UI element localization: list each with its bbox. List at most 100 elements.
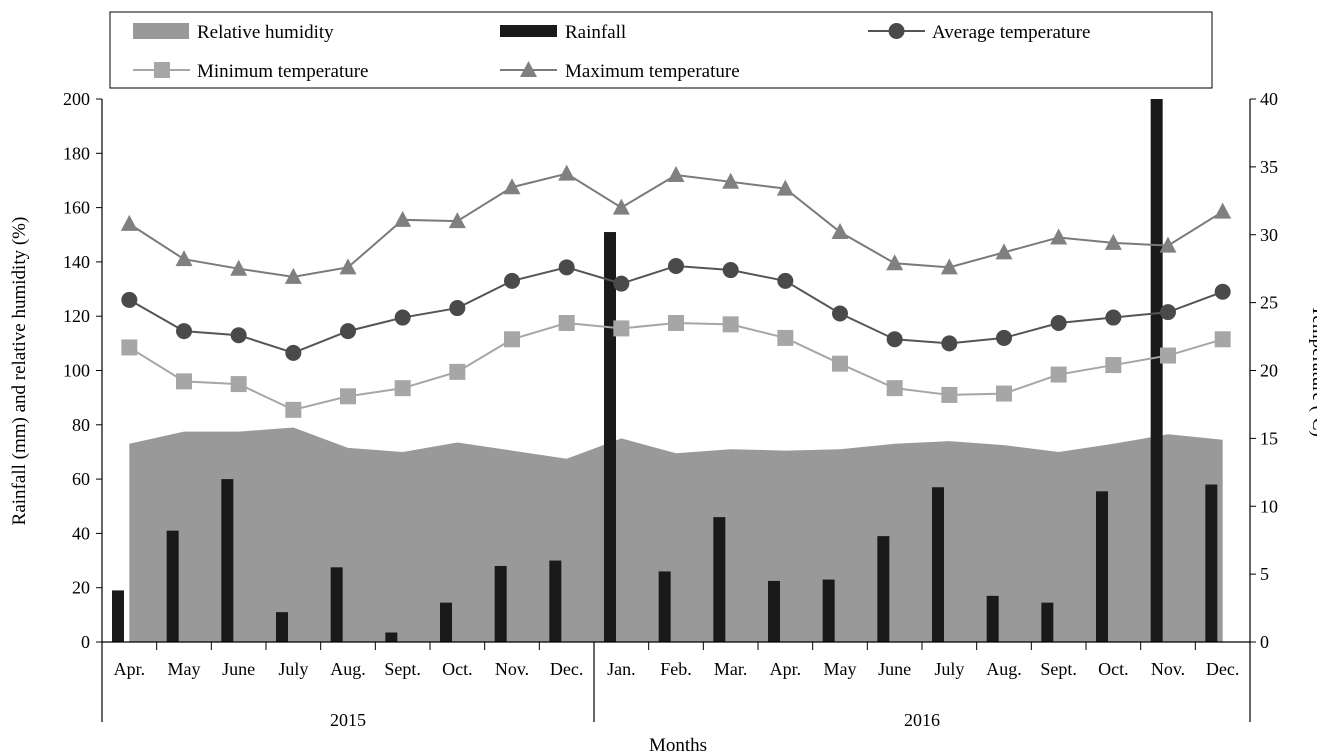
avg-temperature-point (832, 305, 848, 322)
y-left-tick-label: 60 (72, 469, 90, 489)
min-temperature-point (886, 380, 903, 397)
max-temperature-point (667, 166, 685, 183)
y-right-axis-title: Temperature (ºC) (1308, 305, 1317, 437)
rainfall-bar (276, 612, 288, 642)
x-tick-label: Aug. (986, 659, 1022, 679)
x-tick-label: Nov. (1151, 659, 1185, 679)
min-temperature-point (941, 386, 958, 403)
x-tick-label: Apr. (114, 659, 146, 679)
x-tick-label: Dec. (1206, 659, 1239, 679)
y-left-tick-label: 40 (72, 523, 90, 543)
max-temperature-point (940, 258, 958, 275)
humidity-area (129, 427, 1223, 642)
legend-min-label: Minimum temperature (197, 61, 368, 82)
y-right-tick-label: 10 (1260, 496, 1278, 516)
rainfall-bar (658, 571, 671, 642)
max-temperature-point (831, 223, 849, 240)
max-temperature-point (448, 212, 466, 229)
avg-temperature-point (394, 309, 411, 326)
y-right-tick-label: 5 (1260, 564, 1269, 584)
x-tick-label: Jan. (607, 659, 636, 679)
rainfall-bar (986, 595, 999, 642)
y-left-tick-label: 100 (63, 361, 90, 381)
max-temperature-point (558, 164, 576, 181)
rainfall-bar (604, 232, 616, 642)
rainfall-bar (385, 632, 398, 642)
x-tick-label: Dec. (550, 659, 583, 679)
x-tick-label: May (168, 659, 201, 679)
rainfall-bar (1096, 491, 1108, 642)
max-temperature-point (1050, 228, 1068, 245)
max-temperature-point (503, 178, 521, 195)
x-tick-label: Sept. (1040, 659, 1077, 679)
rainfall-bar (549, 560, 562, 642)
y-left-tick-label: 200 (63, 89, 90, 109)
max-temperature-point (394, 210, 412, 227)
rainfall-bar (494, 565, 507, 642)
x-axis-title: Months (649, 735, 707, 755)
avg-temperature-point (285, 344, 302, 361)
y-right-tick-label: 30 (1260, 225, 1278, 245)
rainfall-bar (713, 517, 726, 642)
y-right-tick-label: 40 (1260, 89, 1278, 109)
x-tick-label: Oct. (442, 659, 473, 679)
min-temperature-point (340, 388, 356, 405)
avg-temperature-point (1214, 283, 1231, 300)
max-temperature-point (1159, 236, 1177, 253)
x-tick-label: July (934, 659, 964, 679)
avg-temperature-point (1160, 304, 1176, 321)
avg-temperature-point (121, 291, 138, 308)
legend-humidity-label: Relative humidity (197, 22, 334, 43)
avg-temperature-point (449, 300, 466, 317)
legend-max-label: Maximum temperature (565, 61, 740, 82)
min-temperature-point (1160, 347, 1176, 364)
avg-temperature-point (941, 335, 958, 352)
x-tick-label: Sept. (384, 659, 421, 679)
max-temperature-point (230, 259, 248, 276)
max-temperature-point (120, 214, 138, 231)
x-tick-label: July (278, 659, 308, 679)
min-temperature-point (285, 401, 302, 418)
x-tick-label: Oct. (1098, 659, 1129, 679)
rainfall-bar (112, 590, 124, 642)
rainfall-bar (768, 580, 780, 642)
rainfall-bar (166, 530, 179, 642)
avg-temperature-point (558, 259, 575, 276)
avg-temperature-point (996, 329, 1012, 346)
rainfall-bar (1205, 484, 1218, 642)
min-temperature-point (996, 385, 1012, 402)
min-temperature-point (1105, 357, 1122, 374)
avg-temperature-point (1050, 314, 1067, 331)
y-right-tick-label: 35 (1260, 157, 1278, 177)
min-temperature-point (668, 314, 684, 331)
rainfall-bar (221, 479, 234, 642)
x-tick-label: Nov. (495, 659, 529, 679)
min-temperature-line (128, 321, 1223, 411)
x-tick-label: Aug. (330, 659, 366, 679)
legend-min-marker (154, 62, 170, 78)
max-temperature-point (1214, 202, 1232, 219)
min-temperature-point (504, 331, 520, 348)
y-right-tick-label: 20 (1260, 361, 1278, 381)
min-temperature-point (1214, 331, 1231, 348)
avg-temperature-point (230, 327, 247, 344)
rainfall-bar (1150, 99, 1163, 642)
rainfall-bar (440, 602, 452, 642)
rainfall-bar (1041, 602, 1054, 642)
x-tick-label: June (222, 659, 255, 679)
year-label: 2016 (904, 710, 940, 730)
rainfall-bar (877, 536, 890, 642)
min-temperature-point (121, 339, 138, 356)
avg-temperature-point (722, 262, 739, 279)
legend-rainfall-swatch (500, 25, 557, 37)
max-temperature-point (612, 198, 630, 215)
y-right-tick-label: 15 (1260, 428, 1278, 448)
max-temperature-point (722, 172, 740, 189)
rainfall-bar (822, 579, 835, 642)
max-temperature-point (995, 243, 1013, 260)
x-tick-label: Mar. (714, 659, 748, 679)
max-temperature-point (776, 179, 794, 196)
max-temperature-point (1104, 233, 1122, 250)
max-temperature-point (284, 267, 302, 284)
min-temperature-point (1050, 366, 1067, 383)
